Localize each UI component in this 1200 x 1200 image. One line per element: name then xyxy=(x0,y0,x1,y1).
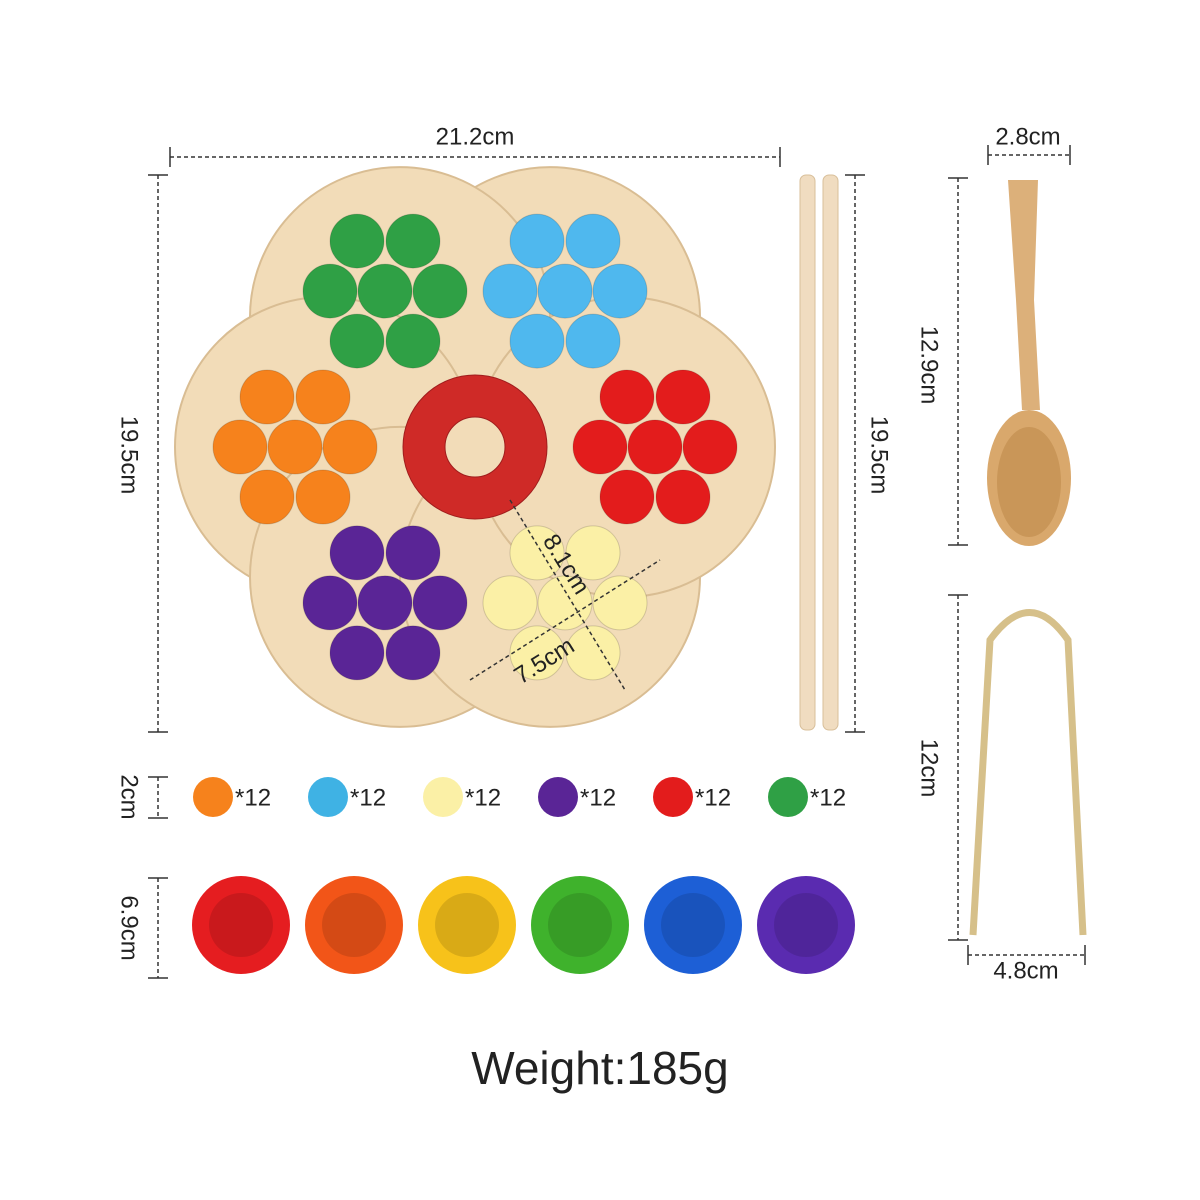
pompom-sample xyxy=(308,777,348,817)
pompom xyxy=(329,525,385,581)
pompom xyxy=(592,575,648,631)
pompom xyxy=(482,575,538,631)
cup xyxy=(305,876,403,974)
board xyxy=(174,166,776,728)
pompom-sample xyxy=(768,777,808,817)
pompom-quantity: *12 xyxy=(580,784,616,811)
pompom xyxy=(412,263,468,319)
pompom xyxy=(682,419,738,475)
pompom xyxy=(482,263,538,319)
pompom xyxy=(385,625,441,681)
pompom xyxy=(329,213,385,269)
dimensions xyxy=(148,145,1086,979)
pompom-quantity: *12 xyxy=(235,784,271,811)
pompom xyxy=(302,263,358,319)
board-height: 19.5cm xyxy=(116,416,143,495)
board-width: 21.2cm xyxy=(436,123,515,150)
tongs xyxy=(969,609,1087,936)
center-hole xyxy=(444,416,506,478)
cup xyxy=(192,876,290,974)
pompom xyxy=(565,213,621,269)
cup-inner xyxy=(774,893,838,957)
pompom xyxy=(212,419,268,475)
pompom-quantity: *12 xyxy=(350,784,386,811)
pompom xyxy=(509,313,565,369)
pompom xyxy=(295,369,351,425)
pompom xyxy=(655,469,711,525)
pompom xyxy=(385,313,441,369)
pompom xyxy=(412,575,468,631)
pompom xyxy=(302,575,358,631)
spoon xyxy=(987,180,1071,546)
cup-diameter: 6.9cm xyxy=(116,895,143,960)
cup xyxy=(531,876,629,974)
pompom xyxy=(509,213,565,269)
cup-inner xyxy=(322,893,386,957)
pompom xyxy=(385,525,441,581)
weight: Weight:185g xyxy=(471,1042,728,1094)
pompom xyxy=(572,419,628,475)
pompom-sample xyxy=(423,777,463,817)
pompom-sample xyxy=(538,777,578,817)
pompom xyxy=(267,419,323,475)
cup-inner xyxy=(209,893,273,957)
pompom xyxy=(599,369,655,425)
pompom-quantity: *12 xyxy=(810,784,846,811)
cup-inner xyxy=(661,893,725,957)
pompom-quantity: *12 xyxy=(465,784,501,811)
pompom xyxy=(239,469,295,525)
pompom xyxy=(357,263,413,319)
cups xyxy=(192,876,855,974)
pompom xyxy=(322,419,378,475)
pompom-sample xyxy=(193,777,233,817)
pompom-row: *12 *12 *12 *12 *12 *12 xyxy=(193,777,846,817)
pompom xyxy=(385,213,441,269)
spoon-length: 12.9cm xyxy=(916,326,943,405)
pompom xyxy=(357,575,413,631)
pompom xyxy=(509,625,565,681)
cup-inner xyxy=(548,893,612,957)
pompom xyxy=(329,313,385,369)
pompom xyxy=(295,469,351,525)
pompom-diameter: 2cm xyxy=(116,774,143,819)
chopsticks-length: 19.5cm xyxy=(866,416,893,495)
pompom-quantity: *12 xyxy=(695,784,731,811)
pompom xyxy=(537,263,593,319)
cup xyxy=(757,876,855,974)
pompom xyxy=(537,575,593,631)
cup xyxy=(418,876,516,974)
pompom xyxy=(599,469,655,525)
pompom-sample xyxy=(653,777,693,817)
pompom xyxy=(565,313,621,369)
pompom xyxy=(329,625,385,681)
pompom xyxy=(565,625,621,681)
pompom xyxy=(592,263,648,319)
tongs-length: 12cm xyxy=(916,739,943,798)
cup-inner xyxy=(435,893,499,957)
pompom xyxy=(239,369,295,425)
pompom xyxy=(655,369,711,425)
pompom xyxy=(565,525,621,581)
tongs-width: 4.8cm xyxy=(993,957,1058,984)
pompom xyxy=(627,419,683,475)
spoon-width: 2.8cm xyxy=(995,123,1060,150)
cup xyxy=(644,876,742,974)
chopsticks xyxy=(799,174,839,731)
